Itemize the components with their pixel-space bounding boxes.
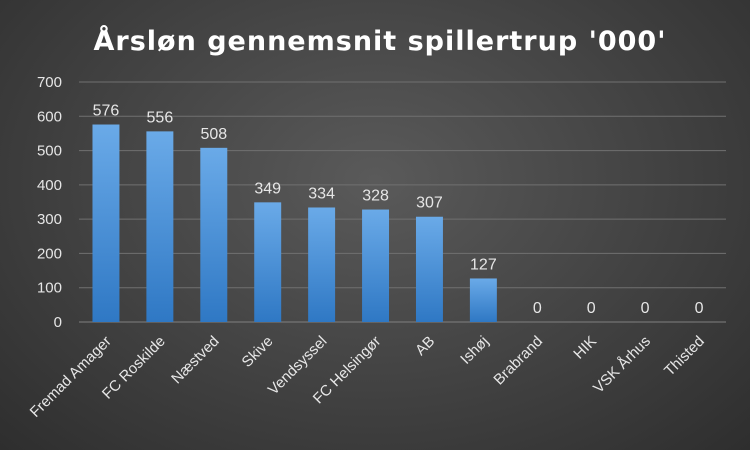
category-label: Skive: [239, 333, 277, 371]
data-label: 349: [254, 180, 281, 197]
bars: [92, 124, 497, 322]
data-label: 307: [416, 195, 443, 212]
data-label: 576: [93, 103, 120, 120]
y-tick-label: 600: [37, 108, 62, 125]
y-tick-label: 400: [37, 177, 62, 194]
bar: [92, 124, 120, 322]
data-label: 556: [147, 109, 174, 126]
category-label: Brabrand: [490, 333, 546, 389]
category-label: Fremad Amager: [27, 333, 115, 421]
data-label: 0: [587, 300, 596, 317]
data-label: 334: [308, 185, 335, 202]
y-tick-label: 300: [37, 211, 62, 228]
y-tick-label: 100: [37, 280, 62, 297]
bar: [362, 209, 390, 322]
y-tick-label: 0: [54, 314, 62, 331]
data-labels: 576 556 508 349 334 328 307 127 0 0 0 0: [93, 103, 704, 317]
y-tick-label: 500: [37, 143, 62, 160]
y-axis-ticks: 0 100 200 300 400 500 600 700: [37, 74, 62, 331]
data-label: 127: [470, 256, 497, 273]
y-tick-label: 700: [37, 74, 62, 91]
data-label: 328: [362, 188, 389, 205]
bar: [254, 202, 282, 322]
bar: [200, 147, 228, 322]
chart-title: Årsløn gennemsnit spillertrup '000': [94, 25, 667, 57]
category-label: HIK: [570, 333, 600, 363]
bar: [415, 216, 443, 322]
data-label: 508: [200, 126, 227, 143]
category-label: Thisted: [661, 333, 708, 380]
bar: [469, 278, 497, 322]
category-label: VSK Århus: [590, 333, 654, 397]
bar: [308, 207, 336, 322]
category-label: AB: [412, 333, 438, 359]
y-tick-label: 200: [37, 245, 62, 262]
gridlines: [79, 81, 726, 323]
bar: [146, 131, 174, 322]
category-label: Ishøj: [457, 333, 492, 368]
data-label: 0: [695, 300, 704, 317]
data-label: 0: [641, 300, 650, 317]
category-label: Næstved: [168, 333, 222, 387]
data-label: 0: [533, 300, 542, 317]
